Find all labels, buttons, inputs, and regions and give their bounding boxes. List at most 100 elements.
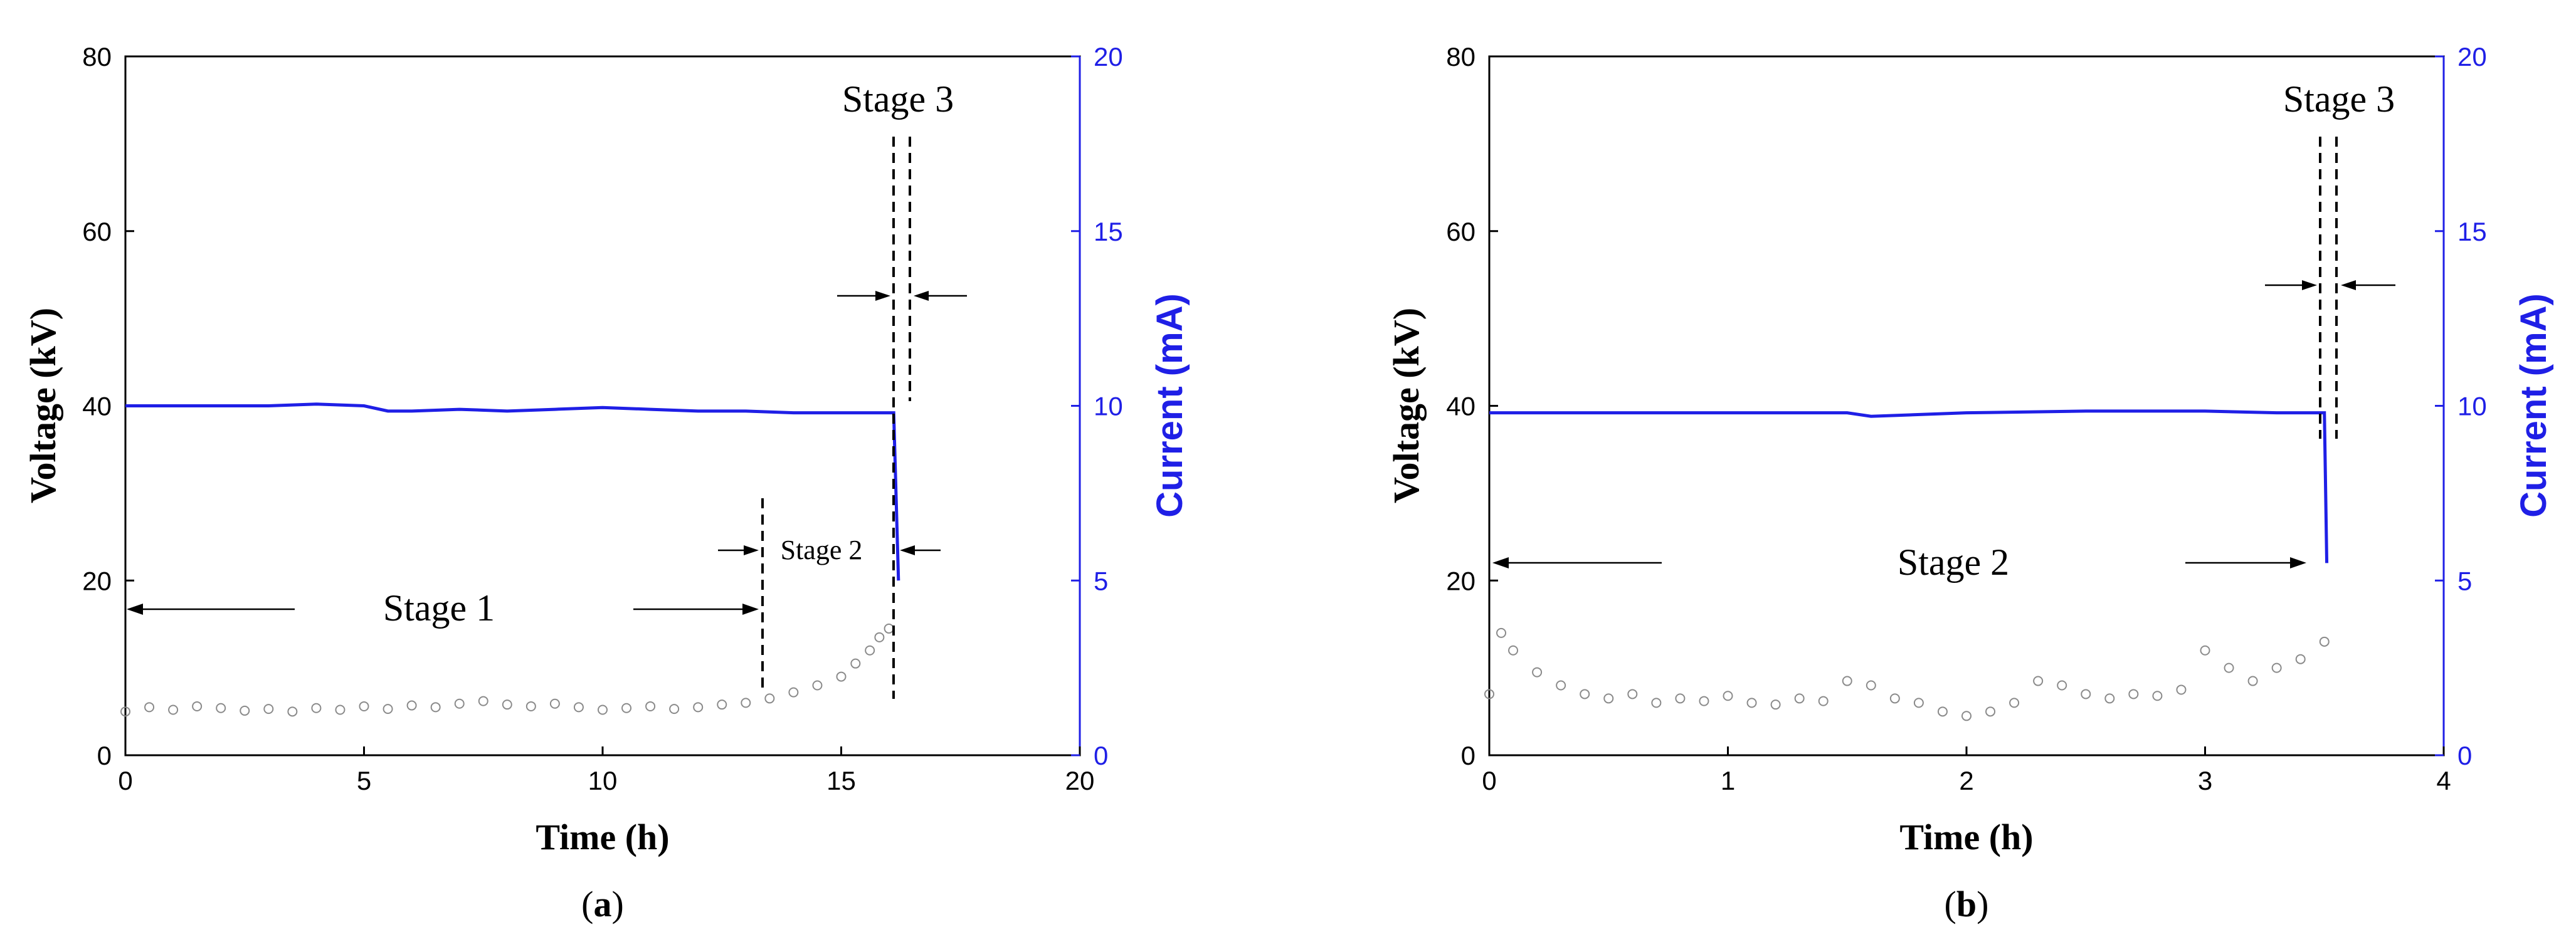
y-tick-label: 80 (1446, 42, 1475, 71)
marks-group (120, 402, 900, 717)
stage2-arrowhead-left (744, 545, 759, 555)
stage2-label: Stage 2 (1898, 542, 2009, 583)
voltage-point (383, 704, 393, 715)
stage3-arrowhead-left (2302, 280, 2317, 290)
voltage-point (812, 680, 823, 691)
y-tick-label: 20 (82, 566, 112, 595)
voltage-point (2081, 689, 2091, 699)
y2-tick-label: 10 (1094, 392, 1123, 421)
voltage-point (2009, 698, 2020, 708)
panel-letter: b (1956, 884, 1977, 924)
voltage-point (645, 701, 656, 711)
panel-label-b: (b) (1945, 884, 1989, 924)
voltage-point (2271, 662, 2282, 673)
stage3-arrowhead-right (914, 291, 929, 301)
stage1-arrowhead-left (127, 604, 143, 615)
voltage-point (168, 704, 179, 715)
y-tick-label: 60 (82, 217, 112, 246)
voltage-point (573, 702, 584, 713)
voltage-point (1937, 706, 1948, 717)
stage-annotations: Stage 2 Stage 3 (1492, 78, 2395, 583)
current-line (125, 402, 900, 581)
voltage-point (406, 700, 417, 711)
voltage-point (1913, 698, 1924, 708)
voltage-point (144, 702, 155, 713)
stage3-label: Stage 3 (842, 78, 954, 120)
x-tick-label: 3 (2198, 766, 2212, 795)
y2-tick-label: 20 (2457, 42, 2487, 71)
voltage-point (693, 702, 704, 713)
voltage-point (1794, 693, 1805, 704)
voltage-point (216, 703, 226, 713)
voltage-point (1580, 689, 1590, 699)
x-axis-title: Time (h) (536, 817, 669, 857)
stage2-label: Stage 2 (781, 535, 863, 565)
voltage-point (1770, 699, 1781, 710)
voltage-point (120, 706, 130, 717)
voltage-point (2176, 684, 2187, 695)
voltage-point (865, 645, 875, 656)
stage2-arrowhead-right (2290, 557, 2306, 568)
voltage-point (1842, 676, 1852, 686)
y-tick-label: 40 (82, 392, 112, 421)
marks-group (1484, 409, 2330, 721)
y2-axis-title: Current (mA) (2513, 293, 2554, 518)
voltage-point (788, 687, 799, 698)
voltage-point (1651, 698, 1662, 708)
voltage-point (2224, 662, 2234, 673)
voltage-point (454, 698, 465, 709)
panel-label-a: (a) (581, 884, 624, 924)
x-tick-label: 0 (1482, 766, 1496, 795)
voltage-point (263, 704, 274, 715)
voltage-point (2200, 645, 2210, 656)
stage-annotations: Stage 1 Stage 2 Stage 3 (127, 78, 967, 699)
x-tick-label: 20 (1065, 766, 1095, 795)
voltage-point (525, 701, 536, 711)
voltage-point (2247, 676, 2258, 686)
voltage-point (1866, 680, 1876, 691)
voltage-point (669, 704, 680, 715)
plot-frame (1488, 55, 2445, 756)
voltage-point (1699, 696, 1709, 706)
voltage-point (311, 703, 322, 713)
voltage-point (1556, 680, 1566, 691)
voltage-point (1532, 667, 1543, 678)
voltage-point (1985, 706, 1996, 717)
voltage-point (2295, 654, 2306, 664)
voltage-point (1627, 689, 1638, 699)
voltage-point (1961, 711, 1972, 721)
voltage-point (502, 699, 512, 710)
y2-tick-label: 0 (2457, 741, 2472, 770)
y2-tick-label: 10 (2457, 392, 2487, 421)
x-tick-label: 2 (1959, 766, 1973, 795)
stage3-arrowhead-left (875, 291, 890, 301)
stage1-arrowhead-right (742, 604, 759, 615)
voltage-point (1496, 627, 1507, 638)
stage1-label: Stage 1 (383, 587, 495, 629)
voltage-point (2319, 636, 2330, 647)
y2-tick-label: 5 (2457, 566, 2472, 595)
y2-tick-label: 20 (1094, 42, 1123, 71)
y-axis-title: Voltage (kV) (23, 308, 63, 503)
stage3-label: Stage 3 (2283, 78, 2395, 120)
x-axis-title: Time (h) (1899, 817, 2033, 857)
x-tick-label: 0 (118, 766, 132, 795)
voltage-point (836, 671, 847, 682)
y-axis-title: Voltage (kV) (1386, 308, 1427, 503)
voltage-point (764, 693, 775, 704)
voltage-point (1889, 693, 1900, 704)
x-tick-label: 4 (2436, 766, 2451, 795)
y2-tick-label: 15 (1094, 217, 1123, 246)
voltage-point (2104, 693, 2115, 704)
voltage-point (850, 658, 861, 669)
voltage-point (2152, 691, 2163, 701)
y-tick-label: 80 (82, 42, 112, 71)
y2-tick-label: 5 (1094, 566, 1108, 595)
y2-axis-title: Current (mA) (1149, 293, 1190, 518)
voltage-point (874, 632, 885, 642)
voltage-point (359, 701, 369, 711)
panel-letter: a (594, 884, 612, 924)
